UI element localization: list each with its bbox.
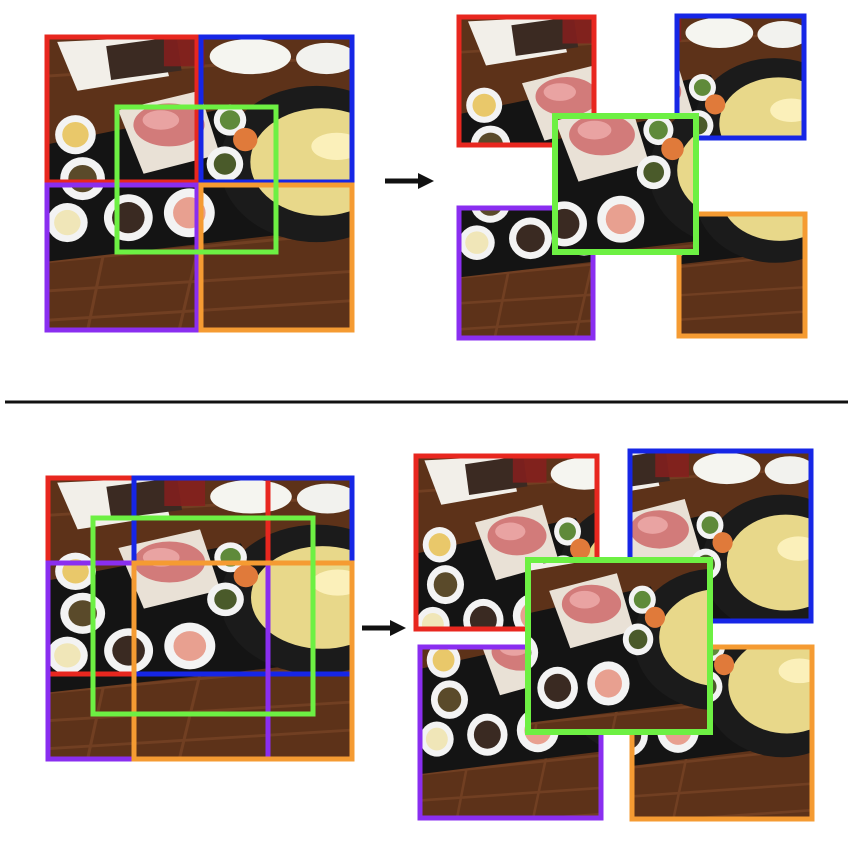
- bottom-crops: [413, 448, 815, 822]
- top-blue-crop: [674, 13, 807, 141]
- top-red-crop: [456, 14, 597, 148]
- top-orange-crop: [676, 211, 808, 339]
- bottom-red-crop: [413, 453, 600, 632]
- bottom-green-frame: [90, 515, 316, 717]
- bottom-orange-frame: [131, 560, 355, 762]
- top-purple-crop: [456, 205, 596, 341]
- right-arrow-icon: [385, 173, 434, 189]
- top-green-frame: [114, 104, 279, 255]
- top-crops: [456, 13, 808, 341]
- top-green-crop: [552, 113, 699, 255]
- bottom-blue-crop: [627, 448, 814, 624]
- bottom-green-crop: [525, 557, 713, 735]
- bottom-source-frames: [45, 475, 355, 762]
- right-arrow-icon: [362, 620, 406, 636]
- top-purple-frame: [44, 182, 200, 333]
- top-source-frames: [44, 34, 355, 333]
